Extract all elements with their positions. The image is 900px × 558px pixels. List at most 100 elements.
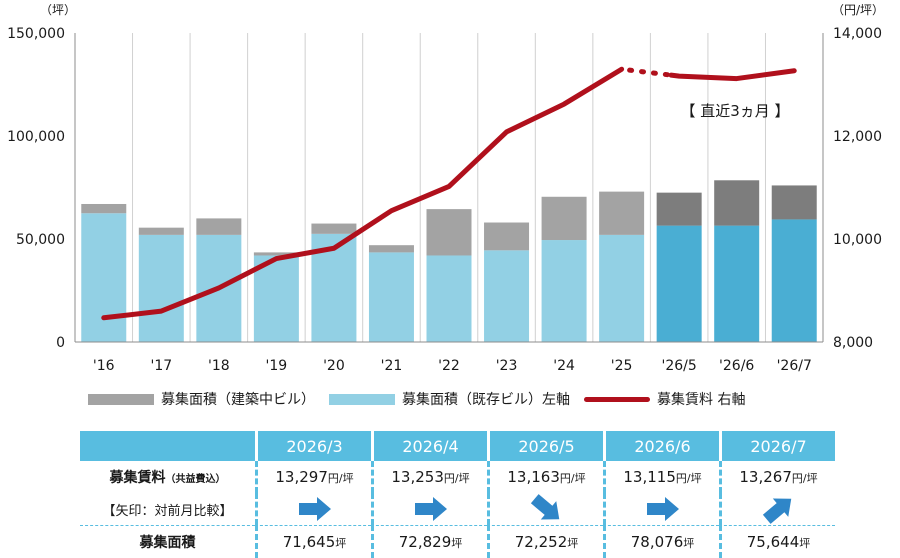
area-value: 71,645 [282, 533, 336, 551]
legend-label-existing: 募集面積（既存ビル）左軸 [402, 392, 570, 408]
area-value: 72,829 [398, 533, 452, 551]
legend-swatch-rent [584, 396, 650, 402]
trend-arrow-icon [414, 497, 447, 521]
bar-construction [368, 245, 414, 253]
legend-label-construction: 募集面積（建築中ビル） [161, 392, 315, 408]
bar-construction [311, 223, 357, 234]
right-axis-unit-label: （円/坪） [832, 3, 884, 17]
bar-construction [426, 209, 472, 256]
arrow-cell [255, 493, 371, 525]
area-unit: 坪 [683, 537, 695, 550]
rent-unit: 円/坪 [675, 472, 702, 485]
month-header: 2026/4 [371, 431, 487, 461]
arrow-polygon [530, 494, 559, 520]
x-tick-label: '26/7 [777, 358, 812, 374]
trend-arrow-icon [530, 494, 559, 520]
bar-construction [714, 180, 760, 226]
left-tick-label: 0 [56, 335, 65, 351]
bar-existing [771, 219, 817, 342]
arrow-shape [646, 497, 679, 521]
area-cell: 75,644坪 [719, 525, 835, 558]
x-tick-label: '24 [553, 358, 575, 374]
rent-row: 募集賃料（共益費込） 13,297円/坪 13,253円/坪 13,163円/坪… [80, 461, 835, 493]
rent-cell: 13,297円/坪 [255, 461, 371, 493]
trend-arrow-icon [646, 497, 679, 521]
bar-construction [656, 192, 702, 226]
rent-cell: 13,253円/坪 [371, 461, 487, 493]
month-header: 2026/6 [603, 431, 719, 461]
arrow-polygon [298, 497, 331, 521]
month-header: 2026/7 [719, 431, 835, 461]
rent-value: 13,163 [507, 468, 560, 486]
bar-existing [714, 225, 760, 342]
arrow-cell [719, 493, 835, 525]
rent-line-dotted-gap [627, 67, 672, 78]
legend-item-rent: 募集賃料 右軸 [584, 389, 745, 409]
arrow-shape [298, 497, 331, 521]
axes: 0 50,000 100,000 150,000 8,000 10,000 12,000 14… [7, 26, 882, 374]
rent-unit: 円/坪 [327, 472, 354, 485]
area-unit: 坪 [335, 537, 347, 550]
left-axis-unit-label: （坪） [40, 3, 76, 17]
area-cell: 78,076坪 [603, 525, 719, 558]
rent-unit: 円/坪 [791, 472, 818, 485]
legend: 募集面積（建築中ビル） 募集面積（既存ビル）左軸 募集賃料 右軸 [88, 386, 759, 412]
legend-item-construction: 募集面積（建築中ビル） [88, 389, 315, 409]
rent-line-recent [668, 68, 797, 82]
legend-swatch-existing [329, 393, 395, 405]
arrow-shape [414, 497, 447, 521]
x-tick-label: '16 [93, 358, 115, 374]
area-row: 募集面積 71,645坪 72,829坪 72,252坪 78,076坪 75,… [80, 525, 835, 558]
area-cell: 72,829坪 [371, 525, 487, 558]
arrow-cell [371, 493, 487, 525]
left-tick-label: 50,000 [16, 232, 65, 248]
bar-construction [81, 203, 127, 214]
arrow-cell [487, 493, 603, 525]
bar-construction [196, 218, 242, 235]
rent-value: 13,267 [739, 468, 792, 486]
arrow-polygon [646, 497, 679, 521]
x-tick-label: '18 [208, 358, 230, 374]
area-value: 72,252 [514, 533, 568, 551]
bar-existing [81, 213, 127, 342]
rent-label: 募集賃料 [109, 470, 166, 486]
arrow-row-label: 【矢印：対前月比較】 [102, 503, 233, 519]
arrow-cell [603, 493, 719, 525]
rent-line-annual [101, 66, 625, 321]
bar-construction [599, 191, 645, 235]
bar-construction [138, 227, 184, 235]
area-unit: 坪 [799, 537, 811, 550]
rent-unit: 円/坪 [559, 472, 586, 485]
bar-existing [368, 252, 414, 342]
area-unit: 坪 [451, 537, 463, 550]
rent-value: 13,115 [623, 468, 676, 486]
left-tick-label: 150,000 [7, 26, 65, 42]
x-tick-label: '21 [381, 358, 403, 374]
chart: 0 50,000 100,000 150,000 8,000 10,000 12,000 14… [7, 3, 884, 374]
x-tick-label: '19 [266, 358, 288, 374]
bars [81, 180, 817, 342]
area-value: 75,644 [746, 533, 800, 551]
arrow-polygon [414, 497, 447, 521]
rent-cell: 13,115円/坪 [603, 461, 719, 493]
arrow-polygon [762, 498, 791, 524]
trend-arrow-icon [298, 497, 331, 521]
rent-value: 13,297 [275, 468, 328, 486]
summary-table: 2026/3 2026/4 2026/5 2026/6 2026/7 募集賃料（… [80, 431, 835, 558]
right-tick-label: 12,000 [833, 129, 882, 145]
bar-existing [541, 240, 587, 342]
right-tick-label: 8,000 [833, 335, 873, 351]
area-value: 78,076 [630, 533, 684, 551]
rent-cell: 13,267円/坪 [719, 461, 835, 493]
x-tick-label: '22 [438, 358, 460, 374]
trend-arrow-icon [762, 498, 791, 524]
x-tick-label: '26/5 [662, 358, 697, 374]
x-tick-label: '25 [611, 358, 633, 374]
rent-sublabel: （共益費込） [165, 474, 226, 485]
rent-cell: 13,163円/坪 [487, 461, 603, 493]
arrow-shape [762, 498, 791, 524]
arrow-shape [530, 494, 559, 520]
bar-existing [599, 234, 645, 342]
bar-existing [426, 255, 472, 342]
recent-3-months-annotation: 【 直近3ヵ月 】 [680, 102, 789, 120]
